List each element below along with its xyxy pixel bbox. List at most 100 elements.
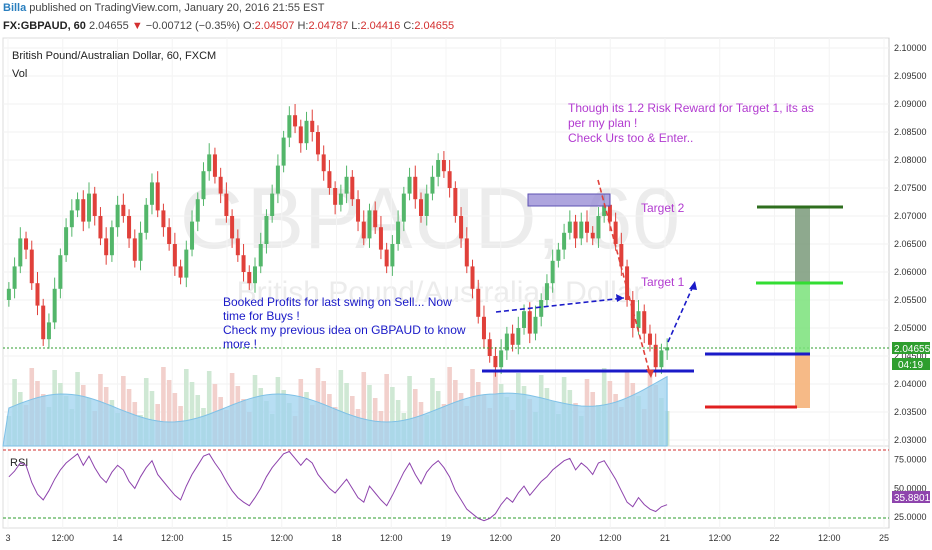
price-tick-label: 2.06000 [894, 267, 927, 277]
candle-body [430, 176, 435, 194]
resistance-zone[interactable] [527, 193, 611, 207]
ohlc-line: FX:GBPAUD, 60 2.04655 ▼ −0.00712 (−0.35%… [3, 20, 454, 32]
candle-body [6, 288, 11, 300]
candle-body [218, 176, 223, 194]
candle-body [298, 126, 303, 144]
volume-bar [172, 393, 178, 446]
candle-body [424, 193, 429, 216]
projection-arrow-2[interactable] [667, 283, 695, 343]
time-axis[interactable]: 3 12:00 14 12:00 15 12:00 18 12:00 19 12:00 20 12:0… [5, 533, 889, 543]
price-tick-label: 2.09500 [894, 71, 927, 81]
candle-body [350, 176, 355, 200]
target1-zone[interactable] [795, 282, 810, 354]
candle-body [590, 232, 595, 239]
price-tick-label: 2.07500 [894, 183, 927, 193]
note-line: more ! [223, 337, 257, 351]
candle-body [144, 204, 149, 233]
time-tick-label: 21 [660, 533, 670, 543]
candle-body [562, 232, 567, 250]
candle-body [418, 199, 424, 216]
note-top[interactable]: Though its 1.2 Risk Reward for Target 1,… [568, 101, 814, 145]
close-value: 2.04655 [414, 20, 455, 32]
drop-arrow[interactable] [597, 179, 651, 375]
candle-body [539, 300, 544, 317]
candle-body [155, 182, 160, 211]
publish-info: published on TradingView.com, January 20… [26, 2, 325, 14]
note-line: Booked Profits for last swing on Sell...… [223, 295, 452, 309]
drop-arrowhead [646, 369, 654, 378]
open-label: O: [243, 20, 255, 32]
candle-body [516, 328, 521, 345]
candle-body [493, 356, 498, 368]
candle-body [384, 249, 389, 267]
candle-body [310, 120, 315, 132]
price-axis[interactable]: 2.10000 2.09500 2.09000 2.08500 2.08000 2.075… [894, 43, 927, 445]
note-mid[interactable]: Booked Profits for last swing on Sell...… [223, 295, 466, 351]
candle-body [619, 244, 624, 267]
candle-body [264, 216, 269, 244]
candle-body [413, 176, 418, 200]
low-label: L: [351, 20, 361, 32]
volume-bar [166, 380, 172, 446]
candle-body [270, 193, 275, 216]
time-tick-label: 12:00 [708, 533, 731, 543]
pane-title: British Pound/Australian Dollar, 60, FXC… [12, 50, 216, 62]
candle-body [81, 199, 86, 222]
candle-body [487, 339, 492, 356]
candle-body [24, 238, 29, 250]
candle-body [396, 221, 401, 244]
rsi-tick-label: 25.0000 [894, 512, 927, 522]
candle-body [499, 350, 504, 368]
price-tick-label: 2.10000 [894, 43, 927, 53]
volume-bar [361, 372, 367, 446]
target2-zone[interactable] [795, 207, 810, 282]
candle-body [104, 238, 109, 256]
publish-line: Billa published on TradingView.com, Janu… [3, 2, 324, 14]
time-tick-label: 12:00 [270, 533, 293, 543]
candle-body [390, 244, 395, 267]
candle-body [69, 210, 74, 228]
candle-body [195, 199, 200, 222]
candle-body [235, 238, 240, 256]
candle-body [579, 221, 584, 239]
time-tick-label: 12:00 [51, 533, 74, 543]
rsi-line [8, 450, 668, 522]
rsi-tick-label: 50.0000 [894, 483, 927, 493]
author-name[interactable]: Billa [3, 2, 27, 14]
note-line: time for Buys ! [223, 309, 300, 323]
target2-label[interactable]: Target 2 [641, 201, 685, 215]
candle-body [630, 300, 635, 328]
candle-body [453, 188, 458, 216]
projection-arrow-1[interactable] [495, 297, 625, 313]
price-tick-label: 2.04000 [894, 379, 927, 389]
note-line: Though its 1.2 Risk Reward for Target 1,… [568, 101, 814, 115]
volume-bar [189, 382, 195, 446]
note-line: Check my previous idea on GBPAUD to know [223, 323, 466, 337]
rsi-tick-label: 75.0000 [894, 455, 927, 465]
time-tick-label: 25 [879, 533, 889, 543]
change-value: −0.00712 (−0.35%) [145, 20, 240, 32]
candle-body [293, 115, 298, 127]
target1-label[interactable]: Target 1 [641, 275, 685, 289]
rsi-axis[interactable]: 75.0000 50.0000 25.0000 [894, 455, 927, 523]
candle-body [58, 255, 63, 289]
rsi-value-badge [892, 491, 930, 503]
candle-body [378, 227, 383, 250]
price-tick-label: 2.04500 [894, 351, 927, 361]
stop-zone[interactable] [795, 354, 810, 408]
price-tick-label: 2.07000 [894, 211, 927, 221]
candle-body [121, 204, 126, 216]
candle-body [550, 260, 555, 284]
time-tick-label: 12:00 [818, 533, 841, 543]
candle-body [522, 311, 527, 328]
symbol-label[interactable]: FX:GBPAUD, 60 [3, 20, 86, 32]
candle-body [18, 238, 23, 267]
volume-bar [407, 376, 412, 446]
note-line: Check Urs too & Enter.. [568, 131, 693, 145]
candle-body [224, 193, 229, 216]
volume-bar [184, 369, 189, 446]
time-tick-label: 15 [222, 533, 232, 543]
candle-body [167, 227, 172, 244]
note-line: per my plan ! [568, 116, 637, 130]
